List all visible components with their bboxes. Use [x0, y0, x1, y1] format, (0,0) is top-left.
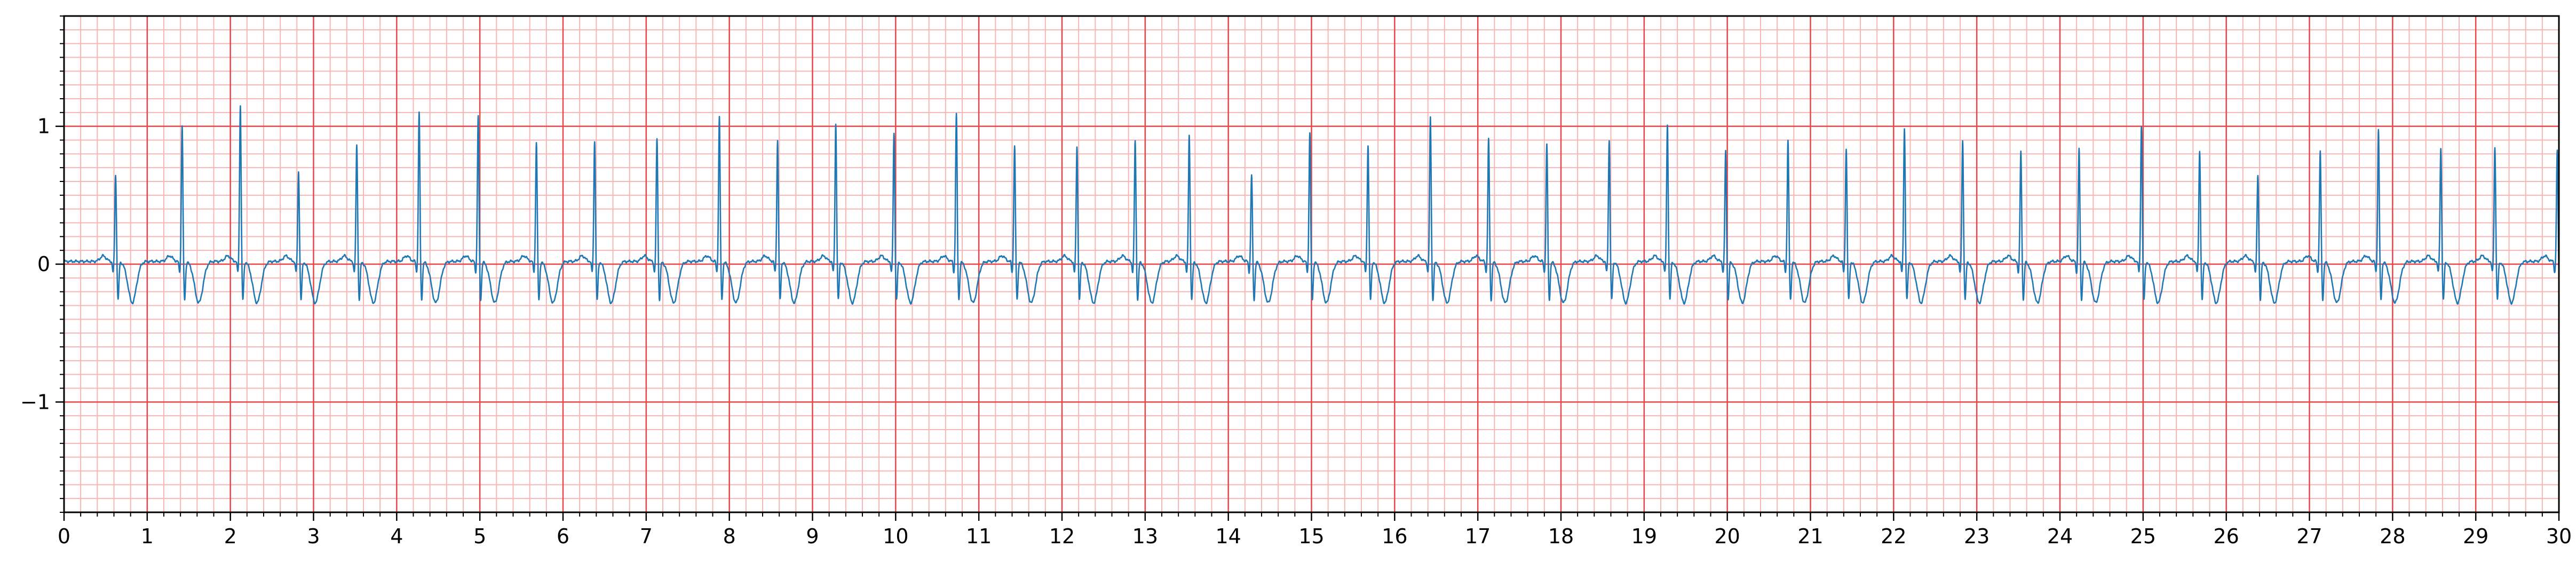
y-tick-label: 1 [37, 115, 50, 138]
x-axis-ticks: 0 1 2 3 4 5 6 7 8 9 10 11 12 13 14 15 16 17 18 19 20 21 22 23 24… [58, 512, 2572, 548]
x-tick-label: 2 [224, 525, 237, 548]
x-tick-label: 15 [1298, 525, 1324, 548]
y-tick-label: −1 [20, 390, 50, 414]
x-tick-label: 7 [640, 525, 653, 548]
x-tick-label: 21 [1797, 525, 1823, 548]
x-tick-label: 6 [557, 525, 569, 548]
x-tick-label: 22 [1881, 525, 1906, 548]
x-tick-label: 18 [1548, 525, 1574, 548]
x-tick-label: 0 [58, 525, 70, 548]
x-tick-label: 23 [1964, 525, 1990, 548]
x-tick-label: 17 [1465, 525, 1491, 548]
x-tick-label: 19 [1631, 525, 1657, 548]
x-tick-label: 26 [2213, 525, 2239, 548]
ecg-trace-group [63, 105, 2560, 305]
x-tick-label: 29 [2463, 525, 2488, 548]
x-tick-label: 9 [806, 525, 819, 548]
x-tick-label: 4 [390, 525, 403, 548]
x-tick-label: 13 [1132, 525, 1158, 548]
x-tick-label: 20 [1714, 525, 1740, 548]
y-tick-label: 0 [37, 252, 50, 276]
x-tick-label: 25 [2130, 525, 2156, 548]
x-tick-label: 10 [883, 525, 908, 548]
x-tick-label: 24 [2047, 525, 2073, 548]
x-tick-label: 5 [473, 525, 486, 548]
x-tick-label: 11 [966, 525, 992, 548]
x-tick-label: 14 [1215, 525, 1241, 548]
x-tick-label: 1 [141, 525, 154, 548]
x-tick-label: 8 [723, 525, 736, 548]
x-tick-label: 12 [1049, 525, 1075, 548]
x-tick-label: 28 [2380, 525, 2405, 548]
x-tick-label: 27 [2296, 525, 2322, 548]
x-tick-label: 3 [307, 525, 320, 548]
x-tick-label: 16 [1382, 525, 1407, 548]
x-tick-label: 30 [2546, 525, 2572, 548]
ecg-trace-line [63, 105, 2560, 305]
y-axis-ticks: −1 0 1 [20, 15, 64, 513]
